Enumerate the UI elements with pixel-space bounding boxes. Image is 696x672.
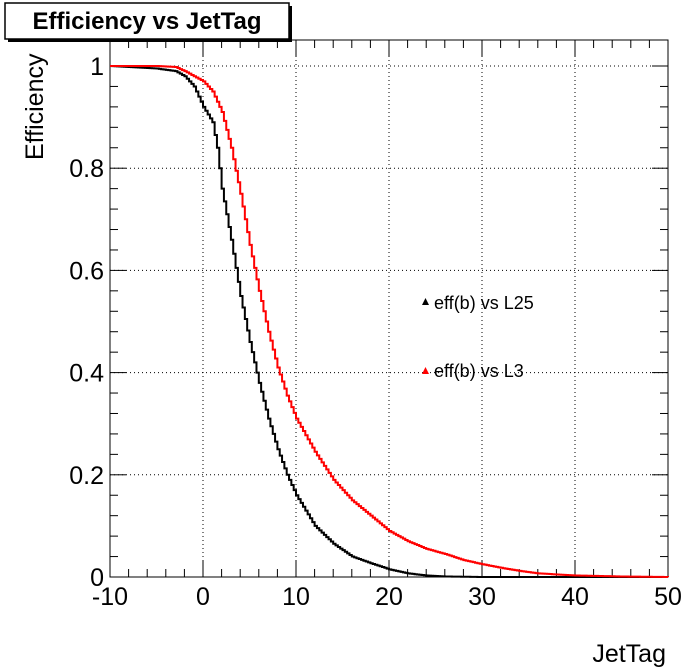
legend-marker-l25 xyxy=(422,298,429,305)
legend-entry-l3: eff(b) vs L3 xyxy=(422,361,524,381)
x-tick-label: 30 xyxy=(468,583,496,611)
x-tick-label: 20 xyxy=(375,583,403,611)
chart-title: Efficiency vs JetTag xyxy=(33,8,262,35)
x-tick-label: -10 xyxy=(92,583,128,611)
series-layer xyxy=(110,65,669,578)
x-axis-title: JetTag xyxy=(592,640,666,668)
x-tick-label: 10 xyxy=(282,583,310,611)
grid-layer xyxy=(110,40,668,577)
y-tick-label: 0 xyxy=(90,564,104,592)
legend-entry-l25: eff(b) vs L25 xyxy=(422,293,534,313)
title-box-frame xyxy=(4,2,290,40)
legend-label-l3: eff(b) vs L3 xyxy=(434,361,524,381)
legend-label-l25: eff(b) vs L25 xyxy=(434,293,534,313)
series-line-l25 xyxy=(110,65,668,578)
x-tick-label: 50 xyxy=(654,583,682,611)
x-tick-label: 40 xyxy=(561,583,589,611)
legend-marker-l3 xyxy=(422,367,429,374)
y-tick-label: 1 xyxy=(90,53,104,81)
legend: eff(b) vs L25 eff(b) vs L3 xyxy=(422,293,534,381)
x-tick-label: 0 xyxy=(196,583,210,611)
y-tick-label: 0.6 xyxy=(69,257,104,285)
series-line-l3 xyxy=(110,65,669,578)
title-box: Efficiency vs JetTag xyxy=(4,2,292,42)
y-tick-label: 0.2 xyxy=(69,462,104,490)
y-tick-label: 0.4 xyxy=(69,360,104,388)
tick-layer xyxy=(109,40,669,578)
y-axis-title: Efficiency xyxy=(21,53,49,160)
y-tick-label: 0.8 xyxy=(69,155,104,183)
